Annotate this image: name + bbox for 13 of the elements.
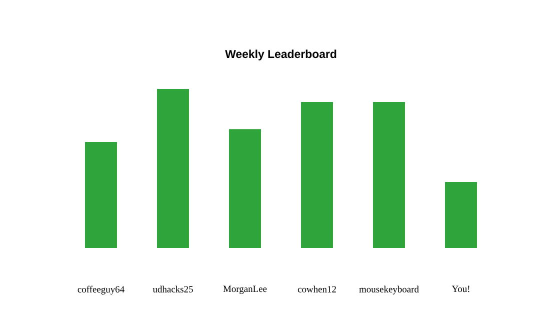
x-tick-label: mousekeyboard <box>359 286 419 294</box>
bar <box>301 102 333 248</box>
chart-title: Weekly Leaderboard <box>225 50 336 60</box>
bar <box>85 142 117 248</box>
x-tick-label: coffeeguy64 <box>78 286 124 294</box>
bar <box>157 88 189 248</box>
x-tick-label: You! <box>452 286 470 292</box>
bar <box>445 182 477 248</box>
bar <box>373 102 405 248</box>
x-tick-label: cowhen12 <box>298 286 336 292</box>
x-tick-label: MorganLee <box>223 286 267 294</box>
bar <box>229 129 261 248</box>
x-tick-label: udhacks25 <box>152 286 193 292</box>
